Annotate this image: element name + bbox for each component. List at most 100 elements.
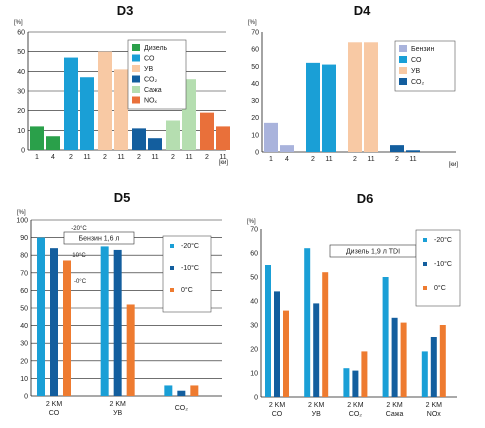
chart-svg: D5 [%] 0 10 20 30 40 50 60 70 80 90 100 2 KM CO 2 KM УВ C… [16, 190, 222, 417]
x-category-label: NOx [427, 411, 442, 418]
bar-1-2 [322, 272, 329, 397]
y-tick-label: 90 [20, 235, 28, 242]
x-tick-label: 11 [367, 156, 374, 163]
bar-0-2 [63, 260, 71, 396]
y-tick-label: 50 [17, 49, 25, 56]
bar-2-0 [348, 42, 362, 152]
bar-0-1 [274, 291, 280, 397]
bar-1-0 [64, 57, 78, 150]
bar-3-1 [148, 138, 162, 150]
x-category-label: 2 KM [386, 402, 403, 409]
x-tick-label: 2 [311, 156, 315, 163]
chart-caption: Дизель 1,9 л TDI [346, 249, 400, 256]
legend-label: -20°C [434, 236, 452, 244]
legend-swatch [132, 54, 140, 62]
legend-swatch [423, 238, 427, 242]
bar-3-0 [132, 128, 146, 150]
chart-title: D6 [357, 191, 374, 206]
y-axis-label: [%] [17, 210, 26, 216]
x-tick-label: 1 [35, 154, 39, 161]
chart-svg: D6 [%] 0 10 20 30 40 50 60 70 2 KM CO 2 KM УВ 2 KM CO₂ 2… [247, 191, 461, 418]
y-tick-label: 60 [250, 251, 258, 258]
x-tick-label: 11 [409, 156, 416, 163]
legend-label: Бензин [411, 46, 434, 53]
bar-2-1 [114, 69, 128, 150]
bar-2-1 [352, 370, 359, 397]
y-tick-label: 70 [250, 227, 258, 234]
legend-swatch [132, 96, 140, 104]
x-tick-label: 2 [205, 154, 209, 161]
legend-label: УВ [411, 68, 420, 75]
bar-3-1 [406, 150, 420, 152]
bar-1-1 [80, 77, 94, 150]
x-tick-label: 2 [137, 154, 141, 161]
bar-0-0 [264, 122, 278, 152]
legend-label: CO [144, 56, 155, 63]
legend-box [127, 39, 187, 110]
legend-label: Дизель [144, 45, 168, 52]
y-tick-label: 40 [250, 299, 258, 306]
y-tick-label: 30 [20, 341, 28, 348]
legend-swatch [423, 286, 427, 290]
y-axis-label: [%] [247, 219, 256, 225]
chart-title: D4 [354, 3, 371, 18]
x-tick-label: 11 [219, 154, 226, 161]
bar-1-1 [313, 303, 320, 397]
y-tick-label: 40 [251, 81, 259, 88]
bar-1-0 [304, 248, 311, 397]
x-tick-label: 1 [269, 156, 273, 163]
x-category-label: CO [272, 411, 283, 418]
bar-4-0 [166, 120, 180, 150]
x-unit-label: [ки] [219, 160, 229, 166]
x-category-label: 2 KM [109, 401, 126, 408]
y-tick-label: 20 [20, 358, 28, 365]
y-tick-label: 80 [20, 253, 28, 260]
legend-label: 0°C [181, 286, 193, 294]
y-tick-label: 100 [16, 218, 28, 225]
x-tick-label: 11 [325, 156, 332, 163]
x-category-label: 2 KM [347, 402, 364, 409]
y-tick-label: 50 [250, 275, 258, 282]
legend-label: CO₂ [411, 79, 425, 86]
y-tick-label: 50 [20, 306, 28, 313]
bar-5-0 [200, 112, 214, 150]
legend-label: NOₓ [144, 98, 158, 105]
y-tick-label: 70 [251, 30, 259, 37]
x-unit-label: [ки] [449, 162, 459, 168]
x-tick-label: 2 [171, 154, 175, 161]
y-tick-label: 0 [255, 150, 259, 157]
bar-0-1 [50, 248, 58, 396]
y-tick-label: 10 [17, 128, 25, 135]
y-tick-label: 0 [21, 148, 25, 155]
bar-4-1 [430, 337, 437, 397]
x-tick-label: 11 [151, 154, 158, 161]
y-tick-label: 30 [251, 98, 259, 105]
legend-label: CO [411, 57, 422, 64]
y-tick-label: 50 [251, 64, 259, 71]
bar-0-1 [46, 136, 60, 150]
bar-0-0 [37, 237, 45, 396]
chart-d5: D5 [%] 0 10 20 30 40 50 60 70 80 90 100 2 KM CO 2 KM УВ C… [0, 186, 240, 426]
legend-box [415, 229, 461, 307]
bar-0-0 [265, 265, 271, 397]
chart-title: D3 [117, 3, 134, 18]
y-tick-label: 60 [251, 47, 259, 54]
x-category-label: 2 KM [308, 402, 325, 409]
y-tick-label: 60 [20, 288, 28, 295]
x-tick-label: 2 [353, 156, 357, 163]
y-tick-label: 20 [17, 108, 25, 115]
bar-2-1 [364, 42, 378, 152]
y-tick-label: 30 [250, 323, 258, 330]
bar-5-1 [216, 126, 230, 150]
y-tick-label: 10 [251, 132, 259, 139]
inline-temp-label: -10°C [70, 253, 86, 259]
bar-1-0 [306, 62, 320, 152]
bar-3-1 [391, 317, 398, 397]
legend-label: CO₂ [144, 77, 158, 84]
legend-swatch [399, 67, 407, 74]
bar-1-1 [113, 249, 122, 396]
x-category-label: CO [49, 410, 60, 417]
y-tick-label: 0 [254, 395, 258, 402]
bar-4-0 [421, 351, 428, 397]
